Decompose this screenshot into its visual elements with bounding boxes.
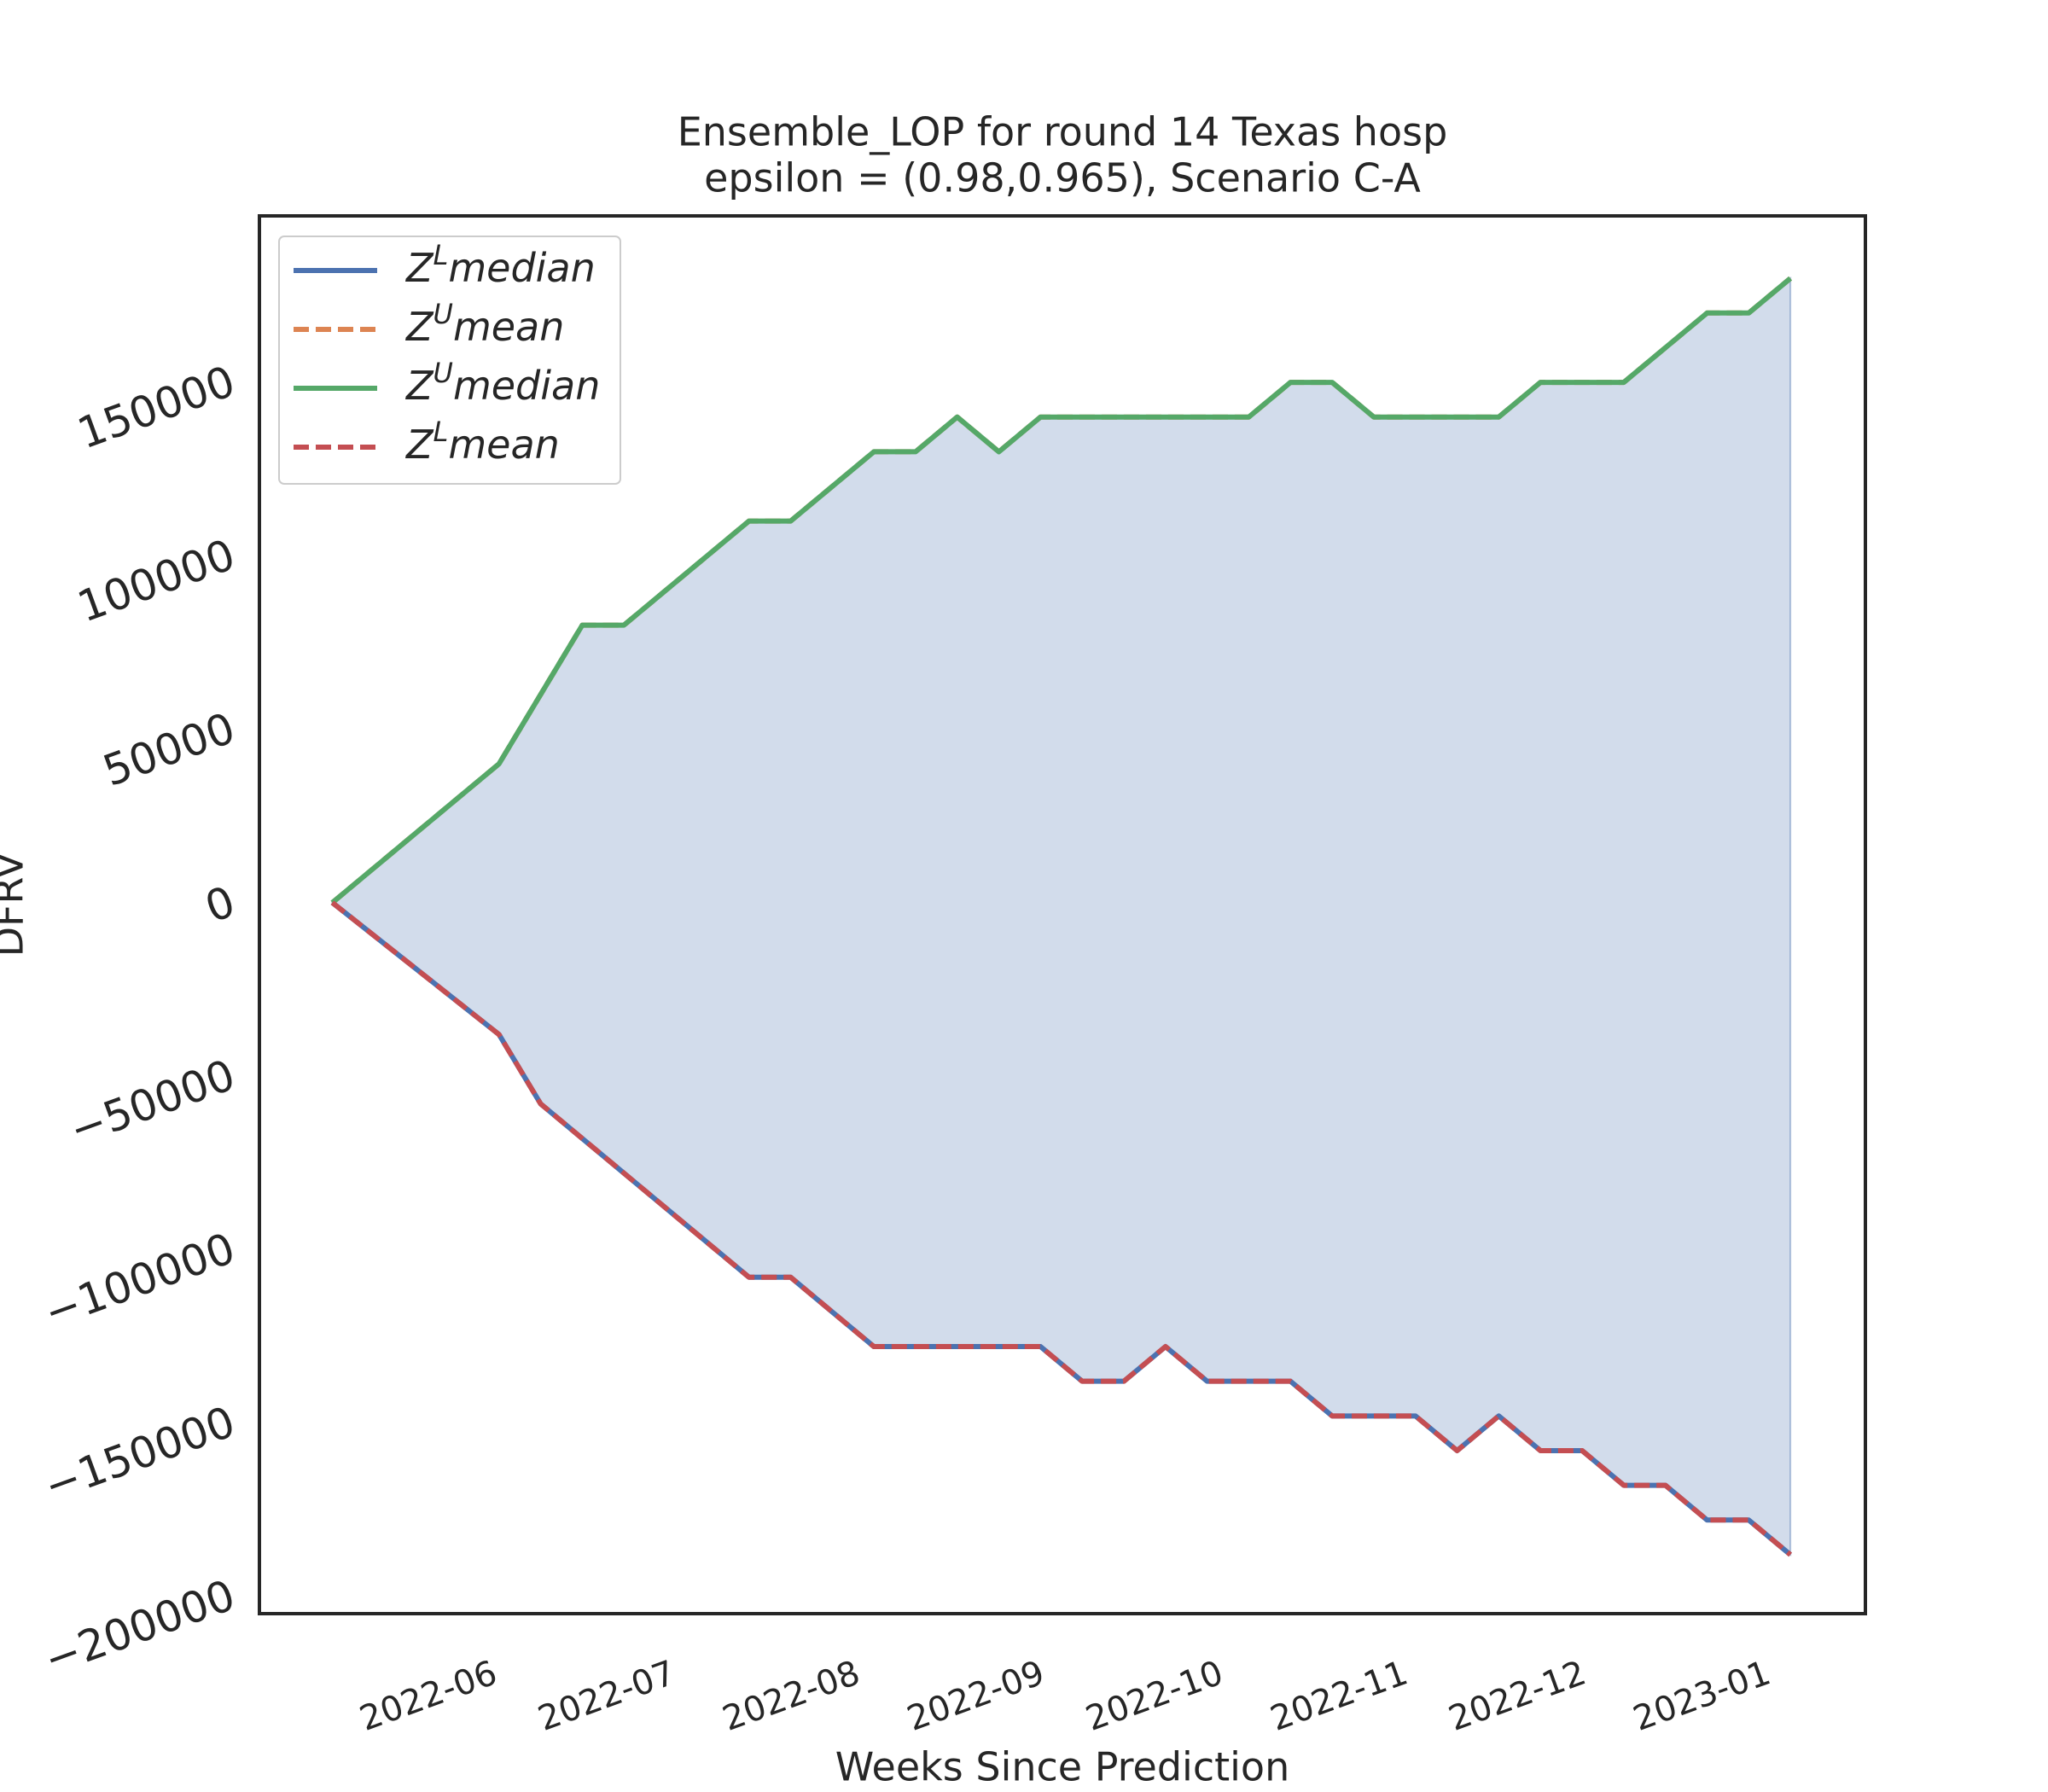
y-tick-label: −150000	[38, 1397, 241, 1511]
y-tick-label: −200000	[38, 1570, 241, 1684]
x-tick-label: 2022-10	[1081, 1654, 1229, 1739]
y-tick-label: 150000	[72, 357, 241, 459]
x-tick-label: 2022-06	[355, 1654, 503, 1739]
legend-label: ZUmean	[404, 298, 564, 350]
x-tick-label: 2022-11	[1265, 1654, 1413, 1739]
x-tick-label: 2022-12	[1444, 1654, 1591, 1739]
legend-label: ZLmean	[404, 416, 560, 468]
chart-title: Ensemble_LOP for round 14 Texas hosp	[678, 109, 1448, 155]
legend-box	[278, 236, 621, 485]
x-tick-label: 2023-01	[1628, 1654, 1776, 1739]
series-line	[330, 900, 1793, 1557]
chart-subtitle: epsilon = (0.98,0.965), Scenario C-A	[704, 155, 1421, 201]
x-tick-label: 2022-08	[718, 1654, 865, 1739]
plot-frame	[258, 214, 1867, 1615]
y-tick-label: 50000	[96, 703, 241, 796]
y-tick-label: −50000	[63, 1050, 241, 1155]
x-axis-label: Weeks Since Prediction	[835, 1744, 1289, 1790]
legend-label: ZLmedian	[404, 239, 596, 291]
y-tick-label: −100000	[38, 1224, 241, 1338]
y-tick-label: 0	[199, 876, 241, 932]
x-tick-label: 2022-09	[902, 1654, 1050, 1739]
y-tick-label: 100000	[72, 530, 241, 632]
x-tick-label: 2022-07	[533, 1654, 681, 1739]
legend-label: ZUmedian	[404, 357, 600, 409]
series-line	[330, 276, 1793, 905]
y-axis-label: DFRV	[0, 852, 32, 957]
